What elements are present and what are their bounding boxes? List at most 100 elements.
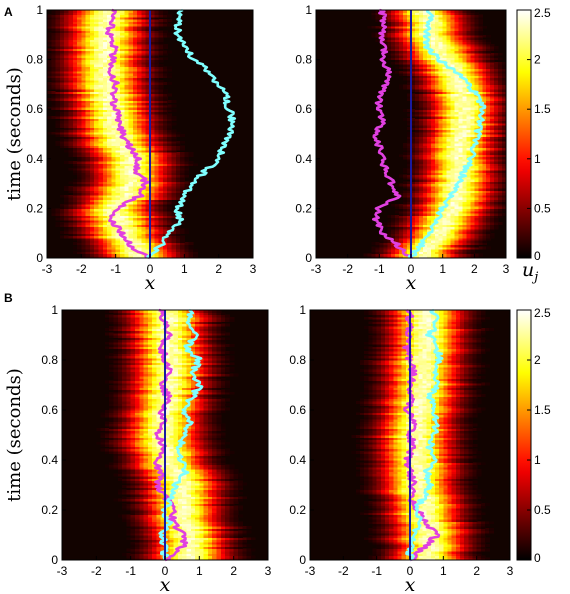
heatmap-cell	[162, 97, 168, 101]
heatmap-cell	[184, 244, 190, 248]
heatmap-cell	[85, 21, 91, 25]
heatmap-cell	[154, 203, 160, 207]
heatmap-cell	[68, 41, 74, 45]
heatmap-cell	[85, 131, 91, 135]
heatmap-cell	[89, 37, 95, 40]
heatmap-cell	[85, 251, 91, 255]
heatmap-cell	[107, 161, 112, 164]
heatmap-cell	[132, 32, 138, 36]
heatmap-cell	[85, 104, 91, 108]
heatmap-cell	[180, 215, 185, 219]
heatmap-cell	[107, 197, 112, 200]
heatmap-cell	[64, 120, 70, 124]
heatmap-cell	[89, 188, 95, 191]
heatmap-cell	[162, 68, 168, 72]
y-tick-label: 1	[36, 3, 43, 17]
heatmap-cell	[89, 111, 95, 115]
heatmap-cell	[115, 14, 121, 18]
heatmap-cell	[59, 64, 65, 67]
heatmap-cell	[55, 208, 61, 212]
heatmap-cell	[81, 235, 87, 239]
heatmap-cell	[77, 230, 82, 234]
heatmap-cell	[98, 210, 104, 214]
heatmap-cell	[141, 131, 147, 135]
heatmap-cell	[55, 16, 61, 20]
heatmap-cell	[94, 77, 100, 81]
heatmap-cell	[162, 188, 168, 191]
heatmap-cell	[98, 172, 104, 176]
heatmap-cell	[59, 111, 65, 115]
heatmap-cell	[150, 120, 155, 124]
heatmap-cell	[68, 70, 74, 74]
heatmap-cell	[158, 14, 164, 18]
heatmap-cell	[85, 75, 91, 79]
heatmap-cell	[51, 57, 57, 61]
heatmap-cell	[51, 32, 57, 36]
heatmap-cell	[81, 16, 87, 20]
heatmap-cell	[68, 194, 74, 198]
heatmap-cell	[167, 212, 173, 216]
heatmap-cell	[85, 156, 91, 160]
heatmap-cell	[81, 32, 87, 36]
heatmap-cell	[132, 37, 138, 40]
heatmap-cell	[132, 59, 138, 63]
heatmap-cell	[128, 23, 134, 27]
heatmap-cell	[68, 152, 74, 155]
heatmap-cell	[124, 95, 130, 99]
heatmap-cell	[115, 28, 121, 31]
heatmap-cell	[137, 228, 143, 232]
heatmap-cell	[107, 183, 112, 187]
heatmap-cell	[51, 25, 57, 29]
heatmap-cell	[89, 239, 95, 243]
heatmap-cell	[158, 217, 164, 221]
heatmap-cell	[171, 255, 177, 259]
heatmap-cell	[77, 251, 82, 255]
heatmap-cell	[124, 156, 130, 160]
heatmap-cell	[59, 143, 65, 146]
heatmap-cell	[85, 73, 91, 76]
heatmap-cell	[145, 206, 151, 209]
heatmap-cell	[77, 59, 82, 63]
heatmap-cell	[72, 93, 78, 97]
heatmap-cell	[51, 73, 57, 76]
heatmap-cell	[188, 255, 194, 259]
heatmap-cell	[154, 32, 160, 36]
heatmap-cell	[72, 34, 78, 38]
heatmap-cell	[89, 55, 95, 58]
heatmap-cell	[184, 183, 190, 187]
heatmap-cell	[132, 235, 138, 239]
heatmap-cell	[167, 34, 173, 38]
heatmap-cell	[81, 77, 87, 81]
heatmap-cell	[137, 23, 143, 27]
heatmap-cell	[59, 230, 65, 234]
heatmap-cell	[81, 120, 87, 124]
heatmap-cell	[115, 242, 121, 246]
heatmap-cell	[111, 233, 117, 237]
heatmap-cell	[154, 113, 160, 117]
heatmap-cell	[89, 163, 95, 167]
heatmap-cell	[72, 170, 78, 173]
heatmap-cell	[167, 176, 173, 180]
heatmap-cell	[68, 217, 74, 221]
heatmap-cell	[94, 230, 100, 234]
heatmap-cell	[128, 206, 134, 209]
heatmap-cell	[141, 170, 147, 173]
heatmap-cell	[141, 219, 147, 223]
heatmap-cell	[77, 233, 82, 237]
heatmap-cell	[150, 226, 155, 230]
heatmap-cell	[158, 102, 164, 106]
heatmap-cell	[115, 19, 121, 22]
heatmap-cell	[94, 134, 100, 137]
heatmap-cell	[55, 104, 61, 108]
heatmap-cell	[94, 152, 100, 155]
heatmap-cell	[94, 66, 100, 70]
heatmap-cell	[81, 91, 87, 95]
heatmap-cell	[47, 39, 52, 43]
heatmap-cell	[158, 228, 164, 232]
heatmap-cell	[77, 156, 82, 160]
heatmap-cell	[137, 197, 143, 200]
heatmap-cell	[132, 102, 138, 106]
heatmap-cell	[171, 163, 177, 167]
heatmap-cell	[77, 208, 82, 212]
x-axis-label: x	[145, 272, 156, 294]
